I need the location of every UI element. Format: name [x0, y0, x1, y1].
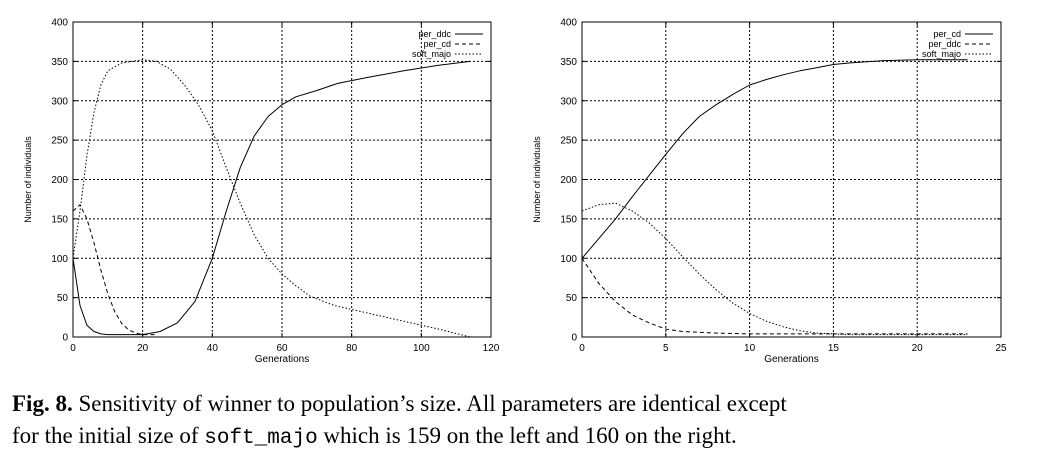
x-tick-label: 10	[744, 343, 756, 354]
y-tick-label: 250	[560, 136, 577, 147]
legend-label: per_ddc	[928, 39, 961, 49]
caption-text-2a: for the initial size of	[12, 423, 199, 448]
caption-line-2: for the initial size of soft_majo which …	[12, 420, 1037, 455]
x-tick-label: 120	[483, 343, 500, 354]
left-chart: 0 20 40 60 80 100 120 0 50 100 150 200 250 300 350 400 G…	[23, 18, 500, 366]
y-tick-label: 300	[51, 96, 68, 107]
series-line-per-ddc	[72, 60, 471, 336]
x-tick-label: 60	[276, 343, 288, 354]
y-tick-label: 50	[57, 293, 69, 304]
series-line-per-cd	[72, 204, 157, 336]
legend-label: soft_majo	[922, 49, 961, 59]
y-tick-label: 100	[560, 254, 577, 265]
x-tick-label: 15	[828, 343, 840, 354]
x-tick-label: 40	[207, 343, 219, 354]
caption-text-2b: which is 159 on the left and 160 on the …	[323, 423, 737, 448]
x-tick-label: 80	[346, 343, 358, 354]
x-tick-label: 0	[70, 343, 76, 354]
caption-code: soft_majo	[204, 427, 318, 450]
y-tick-label: 200	[51, 175, 68, 186]
caption-label: Fig. 8.	[12, 391, 73, 416]
y-tick-label: 250	[51, 136, 68, 147]
x-tick-label: 100	[413, 343, 430, 354]
legend-label: soft_majo	[412, 49, 451, 59]
x-axis-label: Generations	[764, 354, 818, 365]
x-tick-label: 25	[995, 343, 1007, 354]
right-chart: 0 5 10 15 20 25050100150200250300350400Genera…	[532, 18, 1007, 366]
y-tick-label: 400	[560, 18, 577, 29]
y-axis-label: Number of individuals	[532, 136, 542, 223]
caption-text-1: Sensitivity of winner to population’s si…	[78, 391, 787, 416]
x-tick-label: 20	[137, 343, 149, 354]
series-line-per-ddc	[581, 258, 968, 335]
series-line-soft-majo	[72, 59, 471, 338]
y-tick-label: 350	[560, 57, 577, 68]
legend-label: per_cd	[423, 39, 451, 49]
x-tick-label: 20	[912, 343, 924, 354]
y-tick-label: 150	[51, 214, 68, 225]
y-tick-label: 150	[560, 214, 577, 225]
caption-line-1: Fig. 8. Sensitivity of winner to populat…	[12, 388, 1037, 420]
y-tick-label: 350	[51, 57, 68, 68]
legend-label: per_ddc	[418, 29, 451, 39]
y-tick-label: 50	[566, 293, 578, 304]
y-tick-label: 0	[62, 333, 68, 344]
series-line-per-cd	[581, 59, 968, 259]
y-tick-label: 300	[560, 96, 577, 107]
series-line-soft-majo	[581, 202, 968, 336]
x-axis-label: Generations	[255, 354, 309, 365]
legend-label: per_cd	[933, 29, 961, 39]
y-tick-label: 400	[51, 18, 68, 29]
x-tick-label: 5	[663, 343, 669, 354]
y-tick-label: 200	[560, 175, 577, 186]
y-tick-label: 100	[51, 254, 68, 265]
y-tick-label: 0	[571, 333, 577, 344]
y-axis-label: Number of individuals	[23, 136, 33, 223]
figure-caption: Fig. 8. Sensitivity of winner to populat…	[12, 388, 1037, 455]
x-tick-label: 0	[579, 343, 585, 354]
